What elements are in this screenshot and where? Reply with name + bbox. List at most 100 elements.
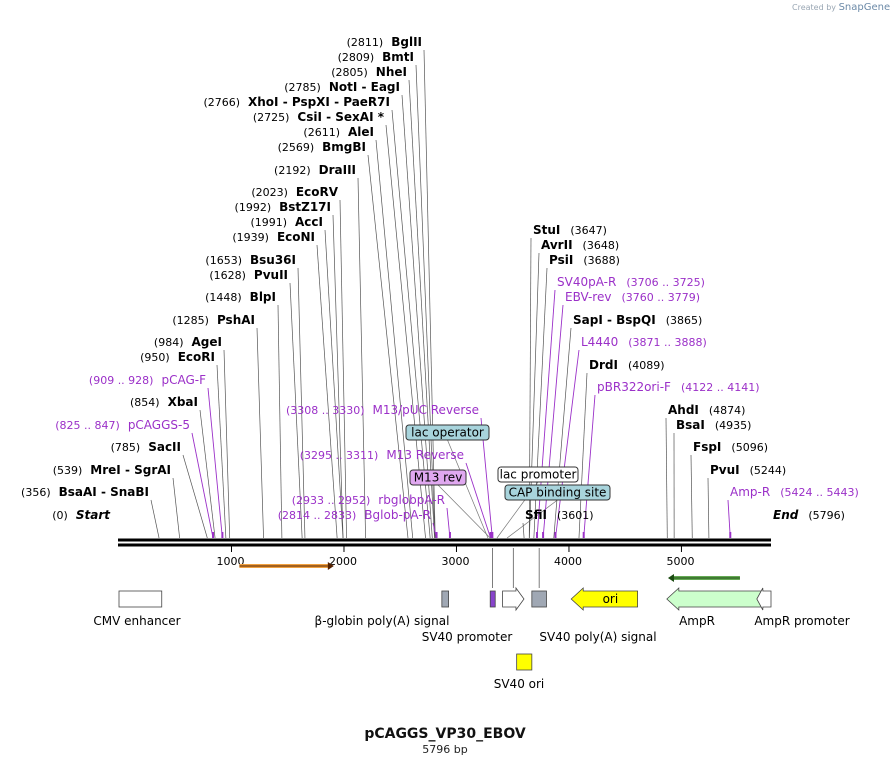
enzyme-stui[interactable]: StuI (3647)	[533, 223, 607, 237]
enzyme-mrei-sgrai[interactable]: (539) MreI - SgrAI	[53, 463, 171, 477]
site-label-text: (356) BsaAI - SnaBI	[21, 485, 149, 499]
primer-rbglobpa-r[interactable]: (2933 .. 2952) rbglobpA-R	[292, 493, 445, 507]
site-name: FspI	[693, 440, 721, 454]
site-location: (1285)	[172, 314, 209, 327]
site-location: (4122 .. 4141)	[681, 381, 760, 394]
enzyme-ecori[interactable]: (950) EcoRI	[140, 350, 215, 364]
enzyme-nhei[interactable]: (2805) NheI	[331, 65, 407, 79]
site-name: pCAGGS-5	[128, 418, 190, 432]
leader-line	[316, 244, 338, 539]
feature-globin-poly-a-signal[interactable]: β-globin poly(A) signal	[315, 590, 450, 628]
feature-ori[interactable]: ori	[570, 587, 638, 611]
enzyme-bsu36i[interactable]: (1653) Bsu36I	[205, 253, 296, 267]
primer-amp-r[interactable]: Amp-R (5424 .. 5443)	[730, 485, 859, 499]
enzyme-econi[interactable]: (1939) EcoNI	[232, 230, 315, 244]
enzyme-bsai[interactable]: BsaI (4935)	[676, 418, 751, 432]
site-label-text: (2725) CsiI - SexAI *	[253, 110, 385, 124]
site-name: M13/pUC Reverse	[373, 403, 480, 417]
site-label-text: End (5796)	[773, 508, 845, 522]
primer-m13-reverse[interactable]: (3295 .. 3311) M13 Reverse	[300, 448, 464, 462]
site-label-text: (984) AgeI	[154, 335, 222, 349]
snapgene-credit: Created by SnapGene	[792, 2, 890, 13]
enzyme-avrii[interactable]: AvrII (3648)	[541, 238, 619, 252]
site-location: (1653)	[205, 254, 242, 267]
feature-sv40-poly-a-signal[interactable]: SV40 poly(A) signal	[531, 590, 657, 644]
enzyme-noti-eagi[interactable]: (2785) NotI - EagI	[284, 80, 400, 94]
feature-box-shape	[504, 484, 611, 501]
enzyme-bstz17i[interactable]: (1992) BstZ17I	[235, 200, 331, 214]
site-location: (984)	[154, 336, 184, 349]
feature-shape	[756, 587, 772, 611]
feature-ampr[interactable]: AmpR	[666, 587, 764, 628]
enzyme-sapi-bspqi[interactable]: SapI - BspQI (3865)	[573, 313, 702, 327]
enzyme-xhoi-pspxi-paer7i[interactable]: (2766) XhoI - PspXI - PaeR7I	[203, 95, 390, 109]
enzyme-drdi[interactable]: DrdI (4089)	[589, 358, 665, 372]
feature-box-lac-operator[interactable]: lac operator	[405, 424, 490, 441]
feature-feature[interactable]	[239, 562, 334, 570]
enzyme-pvui[interactable]: PvuI (5244)	[710, 463, 786, 477]
primer-pcaggs-5[interactable]: (825 .. 847) pCAGGS-5	[55, 418, 190, 432]
enzyme-psii[interactable]: PsiI (3688)	[549, 253, 620, 267]
feature-box-lac-promoter[interactable]: lac promoter	[497, 466, 579, 483]
enzyme-fspi[interactable]: FspI (5096)	[693, 440, 768, 454]
axis-tick-label: 1000	[216, 555, 244, 568]
site-name: MreI - SgrAI	[90, 463, 171, 477]
site-label-text: AhdI (4874)	[668, 403, 745, 417]
feature-sv40-ori[interactable]: SV40 ori	[494, 653, 545, 691]
leader-line	[223, 349, 231, 539]
marker-start[interactable]: (0) Start	[52, 508, 111, 522]
enzyme-bmti[interactable]: (2809) BmtI	[338, 50, 414, 64]
site-name: Start	[76, 508, 111, 522]
site-label-text: SfiI (3601)	[525, 508, 594, 522]
feature-cmv-enhancer[interactable]: CMV enhancer	[93, 590, 181, 628]
enzyme-csii-sexai[interactable]: (2725) CsiI - SexAI *	[253, 110, 385, 124]
enzyme-bmgbi[interactable]: (2569) BmgBI	[278, 140, 366, 154]
primer-pcag-f[interactable]: (909 .. 928) pCAG-F	[89, 373, 206, 387]
enzyme-pshai[interactable]: (1285) PshAI	[172, 313, 255, 327]
primer-sv40pa-r[interactable]: SV40pA-R (3706 .. 3725)	[557, 275, 705, 289]
feature-sv40-promoter[interactable]: SV40 promoter	[422, 586, 525, 644]
leader-line	[199, 409, 216, 539]
primer-bglob-pa-r[interactable]: (2814 .. 2833) Bglob-pA-R	[278, 508, 431, 522]
feature-shape	[118, 590, 163, 608]
enzyme-sacii[interactable]: (785) SacII	[111, 440, 181, 454]
site-name: AgeI	[192, 335, 222, 349]
primer-ebv-rev[interactable]: EBV-rev (3760 .. 3779)	[565, 290, 700, 304]
enzyme-pvuii[interactable]: (1628) PvuII	[209, 268, 288, 282]
feature-feature[interactable]	[489, 590, 496, 608]
site-label-text: SapI - BspQI (3865)	[573, 313, 702, 327]
enzyme-ahdi[interactable]: AhdI (4874)	[668, 403, 745, 417]
enzyme-sfii[interactable]: SfiI (3601)	[525, 508, 594, 522]
site-label-text: FspI (5096)	[693, 440, 768, 454]
site-location: (539)	[53, 464, 83, 477]
feature-label: AmpR promoter	[754, 614, 849, 628]
feature-box-m13-rev[interactable]: M13 rev	[409, 469, 467, 486]
enzyme-bglii[interactable]: (2811) BglII	[347, 35, 422, 49]
site-location: (3601)	[557, 509, 594, 522]
feature-feature[interactable]	[667, 574, 740, 582]
leader-line	[727, 499, 731, 539]
site-name: pCAG-F	[161, 373, 206, 387]
marker-end[interactable]: End (5796)	[773, 508, 845, 522]
site-location: (2611)	[303, 126, 340, 139]
enzyme-bsaai-snabi[interactable]: (356) BsaAI - SnaBI	[21, 485, 149, 499]
enzyme-acci[interactable]: (1991) AccI	[250, 215, 323, 229]
feature-shape	[570, 587, 638, 611]
primer-m13-puc-reverse[interactable]: (3308 .. 3330) M13/pUC Reverse	[286, 403, 479, 417]
enzyme-draiii[interactable]: (2192) DraIII	[274, 163, 356, 177]
orf-arrowhead	[667, 574, 674, 582]
leader-line	[423, 49, 436, 539]
feature-label: SV40 poly(A) signal	[539, 630, 656, 644]
site-label-text: (2023) EcoRV	[251, 185, 338, 199]
enzyme-agei[interactable]: (984) AgeI	[154, 335, 222, 349]
enzyme-xbai[interactable]: (854) XbaI	[130, 395, 198, 409]
enzyme-alei[interactable]: (2611) AleI	[303, 125, 374, 139]
enzyme-ecorv[interactable]: (2023) EcoRV	[251, 185, 338, 199]
enzyme-blpi[interactable]: (1448) BlpI	[205, 290, 276, 304]
primer-pbr322ori-f[interactable]: pBR322ori-F (4122 .. 4141)	[597, 380, 760, 394]
feature-box-cap-binding-site[interactable]: CAP binding site	[504, 484, 611, 501]
feature-ampr-promoter[interactable]: AmpR promoter	[754, 587, 850, 628]
site-name: SfiI	[525, 508, 547, 522]
primer-l4440[interactable]: L4440 (3871 .. 3888)	[581, 335, 707, 349]
site-name: End	[773, 508, 799, 522]
